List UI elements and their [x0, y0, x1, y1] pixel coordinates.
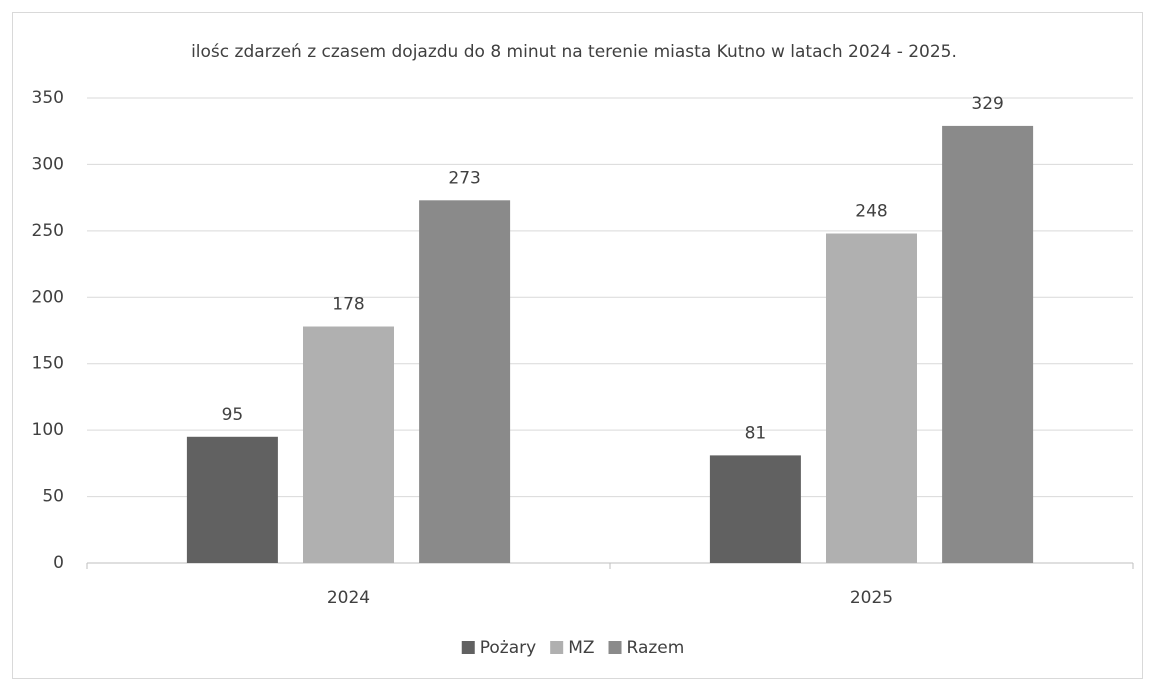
bar — [709, 455, 801, 563]
x-tick-label: 2024 — [327, 588, 370, 608]
legend-label: MZ — [568, 638, 594, 658]
y-tick-label: 50 — [42, 487, 64, 507]
bar — [942, 125, 1034, 564]
data-label: 81 — [745, 423, 767, 443]
chart-title: ilośc zdarzeń z czasem dojazdu do 8 minu… — [191, 42, 957, 62]
data-label: 178 — [332, 295, 364, 315]
legend-swatch — [608, 641, 622, 654]
legend-label: Pożary — [480, 638, 536, 658]
y-tick-label: 100 — [32, 420, 64, 440]
legend-swatch — [461, 641, 475, 654]
x-tick-label: 2025 — [850, 588, 893, 608]
data-label: 329 — [971, 94, 1003, 114]
data-label: 248 — [855, 202, 887, 222]
y-tick-label: 350 — [32, 88, 64, 108]
data-label: 273 — [448, 168, 480, 188]
bar — [825, 233, 918, 563]
bar — [419, 200, 511, 564]
bar — [186, 436, 278, 563]
y-tick-label: 0 — [53, 553, 64, 573]
bar — [302, 326, 395, 563]
y-tick-label: 200 — [32, 287, 64, 307]
legend-swatch — [550, 641, 564, 654]
y-tick-label: 300 — [32, 154, 64, 174]
data-label: 95 — [222, 405, 244, 425]
legend-label: Razem — [627, 638, 685, 658]
y-tick-label: 150 — [32, 354, 64, 374]
y-tick-label: 250 — [32, 221, 64, 241]
